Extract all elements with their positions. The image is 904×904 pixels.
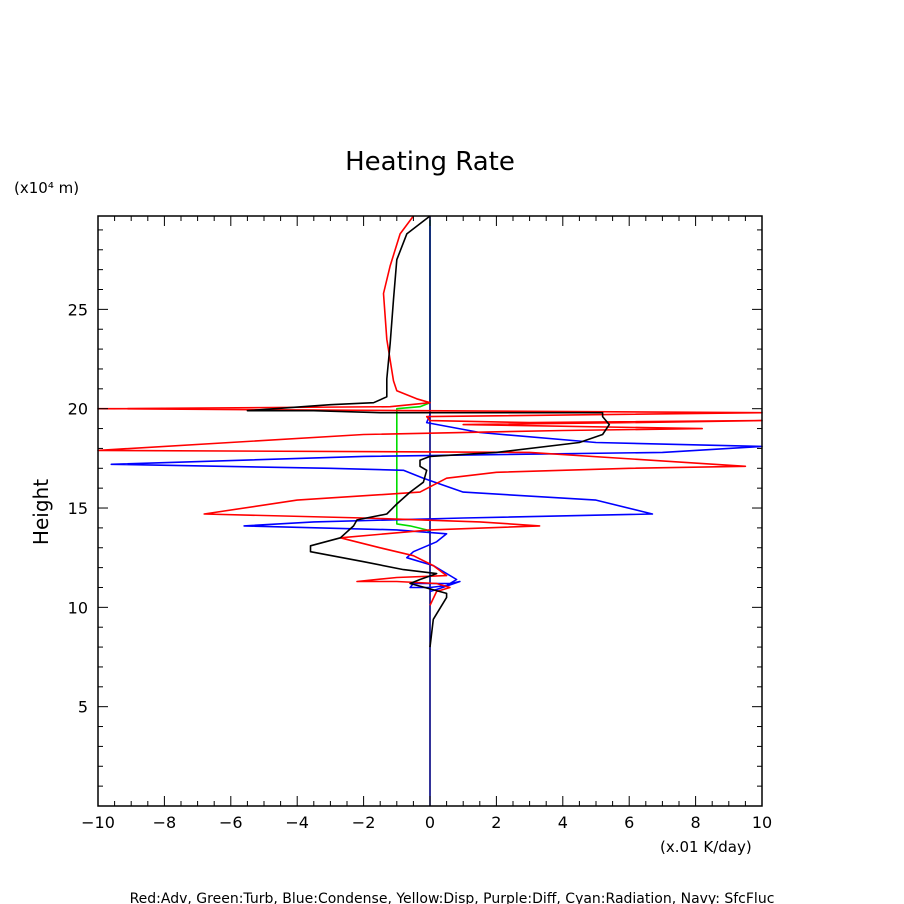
plot-series — [97, 215, 763, 806]
x-tick-label: −2 — [352, 813, 376, 832]
x-tick-label: 0 — [425, 813, 435, 832]
x-tick-label: −4 — [285, 813, 309, 832]
axis-ticks: −10 −8 −6 −4 −2 0 2 4 6 8 10 5 10 15 20 25 — [68, 216, 772, 832]
x-tick-label: 2 — [491, 813, 501, 832]
x-tick-label: 4 — [558, 813, 568, 832]
series-line-condense — [110, 414, 763, 593]
x-tick-label: −6 — [219, 813, 243, 832]
y-tick-label: 5 — [78, 698, 88, 717]
plot-frame — [97, 215, 763, 807]
x-unit-label: (x.01 K/day) — [660, 838, 752, 856]
x-tick-label: 10 — [752, 813, 772, 832]
series-line-adv — [97, 215, 763, 606]
series-line-total — [246, 215, 611, 648]
x-tick-label: 8 — [691, 813, 701, 832]
series-line-turb — [395, 220, 431, 533]
x-tick-label: 6 — [624, 813, 634, 832]
x-tick-label: −10 — [81, 813, 115, 832]
legend-caption: Red:Adv, Green:Turb, Blue:Condense, Yell… — [130, 891, 775, 904]
y-tick-label: 20 — [68, 400, 88, 419]
y-axis-label: Height — [29, 479, 53, 545]
x-tick-label: −8 — [153, 813, 177, 832]
chart-title: Heating Rate — [345, 147, 515, 177]
y-tick-label: 15 — [68, 499, 88, 518]
y-tick-label: 10 — [68, 598, 88, 617]
y-tick-label: 25 — [68, 300, 88, 319]
y-unit-label: (x10⁴ m) — [14, 179, 79, 197]
